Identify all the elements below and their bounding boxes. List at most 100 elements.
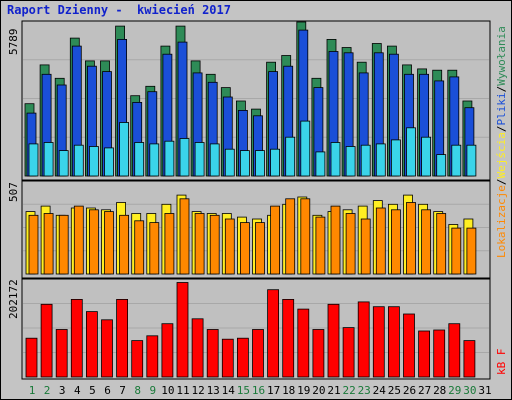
x-tick-label: 22	[342, 384, 355, 397]
bars-layer	[24, 21, 477, 378]
bottom-bar-0-day-7	[116, 298, 128, 378]
top-bar-2-day-23	[360, 144, 371, 177]
middle-bar-1-day-27	[421, 209, 432, 275]
middle-bar-1-day-18	[285, 198, 296, 275]
top-bar-2-day-22	[345, 146, 356, 177]
top-bar-2-day-30	[466, 144, 477, 177]
top-bar-2-day-14	[224, 148, 235, 177]
bottom-bar-0-day-26	[403, 313, 415, 378]
bottom-bar-0-day-4	[70, 298, 83, 378]
x-tick-label: 30	[463, 384, 476, 397]
middle-bar-1-day-7	[119, 214, 129, 275]
top-bar-2-day-2	[43, 142, 54, 177]
x-tick-label: 17	[267, 384, 280, 397]
bottom-bar-0-day-25	[387, 306, 400, 378]
x-tick-label: 18	[282, 384, 295, 397]
x-tick-label: 8	[134, 384, 141, 397]
top-bar-2-day-11	[179, 138, 190, 177]
top-ymax-label: 5789	[7, 29, 20, 56]
top-bar-2-day-17	[270, 148, 281, 177]
bottom-bar-0-day-15	[236, 337, 249, 378]
middle-bar-1-day-23	[360, 218, 371, 275]
top-bar-2-day-27	[421, 136, 432, 177]
middle-bar-1-day-9	[149, 222, 160, 275]
x-tick-label: 6	[104, 384, 111, 397]
legend-wejscia: Wejścia	[495, 132, 508, 178]
x-tick-label: 5	[89, 384, 96, 397]
middle-bar-1-day-30	[466, 227, 477, 275]
middle-bar-1-day-12	[194, 213, 205, 275]
middle-ymax-label: 507	[7, 182, 20, 202]
middle-bar-1-day-16	[255, 222, 265, 275]
chart-title: Raport Dzienny - kwiecień 2017	[7, 3, 231, 17]
middle-bar-1-day-10	[164, 213, 175, 275]
bottom-bar-0-day-27	[418, 330, 431, 378]
bottom-bar-0-day-3	[55, 329, 68, 378]
bottom-bar-0-day-30	[463, 340, 476, 378]
legend-lokalizacje: Lokalizacje	[495, 185, 508, 258]
top-bar-2-day-19	[300, 120, 311, 177]
x-tick-label: 19	[297, 384, 310, 397]
bottom-bar-0-day-16	[252, 329, 264, 378]
top-bar-2-day-3	[58, 150, 69, 177]
top-bar-2-day-1	[28, 143, 39, 177]
x-tick-label: 12	[191, 384, 204, 397]
x-tick-label: 15	[237, 384, 250, 397]
legend-sep-2: /	[495, 126, 508, 133]
bottom-bar-0-day-1	[25, 337, 38, 378]
x-tick-label: 9	[149, 384, 156, 397]
x-tick-label: 4	[74, 384, 81, 397]
top-bar-2-day-8	[134, 142, 145, 177]
x-tick-label: 16	[252, 384, 265, 397]
x-tick-label: 29	[448, 384, 461, 397]
legend-pliki: Pliki	[495, 92, 508, 125]
x-tick-label: 28	[433, 384, 446, 397]
x-tick-label: 10	[161, 384, 174, 397]
x-tick-label: 2	[44, 384, 51, 397]
top-bar-2-day-24	[375, 143, 386, 177]
x-tick-label: 27	[418, 384, 431, 397]
middle-bar-1-day-6	[104, 211, 114, 275]
bottom-bar-0-day-28	[433, 329, 446, 378]
legend-sep-1: /	[495, 179, 508, 186]
legend-sep-3: /	[495, 86, 508, 93]
middle-bar-1-day-22	[345, 213, 356, 275]
middle-bar-1-day-13	[209, 214, 220, 275]
x-tick-label: 3	[59, 384, 66, 397]
bottom-bar-0-day-20	[312, 329, 325, 378]
bottom-bar-0-day-22	[342, 327, 355, 378]
middle-bar-1-day-2	[43, 213, 54, 275]
middle-bar-1-day-20	[315, 216, 326, 275]
top-bar-2-day-4	[73, 144, 84, 177]
bottom-bar-0-day-14	[221, 338, 234, 378]
bottom-bar-0-day-8	[131, 340, 144, 378]
top-bar-2-day-18	[285, 136, 296, 177]
middle-bar-1-day-21	[330, 205, 341, 275]
middle-bar-1-day-29	[451, 227, 462, 275]
top-bar-2-day-12	[194, 142, 205, 177]
top-bar-2-day-20	[315, 151, 326, 177]
top-bar-2-day-28	[436, 154, 447, 177]
bottom-bar-0-day-13	[206, 329, 219, 378]
top-bar-2-day-25	[390, 139, 401, 177]
top-bar-2-day-10	[164, 140, 175, 177]
x-tick-label: 14	[222, 384, 236, 397]
bottom-bar-0-day-12	[191, 318, 204, 378]
legend-kb: kB F	[495, 349, 508, 376]
x-tick-label: 11	[176, 384, 189, 397]
x-tick-label: 26	[403, 384, 416, 397]
top-bar-2-day-13	[209, 143, 220, 177]
x-tick-label: 21	[327, 384, 340, 397]
top-bar-2-day-5	[89, 146, 99, 177]
x-tick-label: 31	[478, 384, 491, 397]
x-tick-label: 20	[312, 384, 325, 397]
middle-bar-1-day-28	[436, 213, 447, 275]
bottom-bar-0-day-18	[282, 298, 295, 378]
middle-bar-1-day-24	[375, 207, 386, 275]
x-tick-label: 13	[207, 384, 220, 397]
bottom-bar-0-day-21	[327, 303, 340, 378]
middle-bar-1-day-26	[406, 202, 416, 275]
x-axis-labels: 1 2 3 4 5 6 7 8 9 10 11 12 13 14 15 16 17 18 19 20 21 22 23 24 2…	[29, 384, 492, 397]
x-tick-label: 1	[29, 384, 36, 397]
bottom-ymax-label: 202172	[7, 279, 20, 319]
